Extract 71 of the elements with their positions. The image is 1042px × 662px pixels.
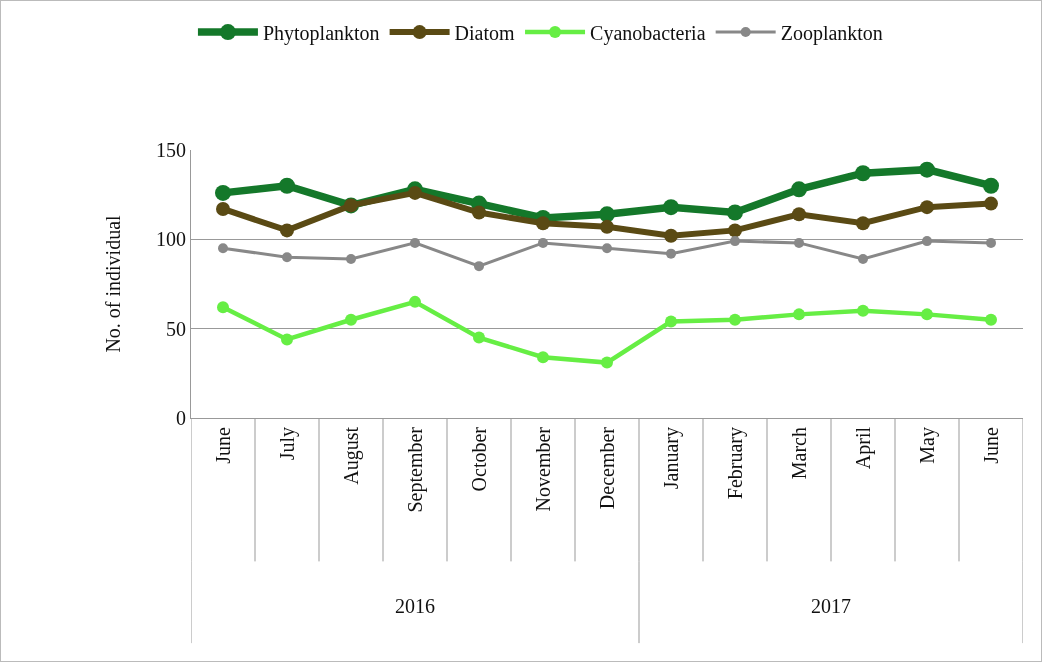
- point: [601, 356, 613, 369]
- legend-label: Phytoplankton: [262, 21, 380, 45]
- point: [281, 333, 293, 346]
- point: [409, 295, 421, 308]
- point: [345, 313, 357, 326]
- point: [408, 185, 422, 200]
- y-tick-label: 150: [156, 139, 186, 161]
- y-tick-label: 0: [176, 407, 186, 429]
- point: [474, 261, 484, 272]
- point: [602, 243, 612, 254]
- point: [279, 177, 295, 194]
- point: [666, 248, 676, 259]
- point: [280, 223, 294, 238]
- legend-label: Diatom: [454, 21, 516, 44]
- y-tick-label: 100: [156, 228, 186, 251]
- point: [472, 205, 486, 220]
- point: [665, 315, 677, 328]
- point: [730, 236, 740, 247]
- point: [920, 200, 934, 215]
- point: [984, 196, 998, 211]
- point: [728, 223, 742, 238]
- x-tick-label: November: [531, 426, 554, 512]
- x-tick-label: April: [851, 426, 875, 470]
- point: [218, 243, 228, 254]
- point: [919, 161, 935, 178]
- point: [793, 308, 805, 321]
- point: [858, 253, 868, 264]
- legend-label: Cyanobacteria: [590, 21, 706, 45]
- x-tick-label: June: [211, 426, 234, 464]
- x-tick-label: September: [403, 426, 427, 513]
- x-tick-label: August: [339, 426, 363, 485]
- point: [855, 165, 871, 182]
- x-tick-label: February: [723, 427, 747, 500]
- point: [473, 331, 485, 344]
- point: [986, 237, 996, 248]
- point: [346, 253, 356, 264]
- text: 2017: [811, 595, 851, 617]
- point: [856, 216, 870, 231]
- point: [857, 304, 869, 317]
- point: [727, 204, 743, 221]
- point: [729, 313, 741, 326]
- y-axis-title: No. of individual: [101, 214, 124, 353]
- point: [599, 206, 615, 223]
- point: [410, 237, 420, 248]
- point: [282, 252, 292, 263]
- point: [921, 308, 933, 321]
- x-tick-label: January: [659, 427, 683, 490]
- point: [217, 301, 229, 314]
- x-tick-label: June: [979, 426, 1002, 464]
- x-tick-label: May: [915, 427, 939, 464]
- x-tick-label: October: [467, 426, 490, 492]
- point: [663, 199, 679, 216]
- legend-label: Zooplankton: [780, 21, 883, 45]
- point: [600, 219, 614, 234]
- text: 2016: [395, 595, 435, 617]
- point: [664, 228, 678, 243]
- y-tick-label: 50: [166, 317, 186, 340]
- point: [985, 313, 997, 326]
- point: [791, 181, 807, 198]
- point: [792, 207, 806, 222]
- x-tick-label: December: [595, 426, 618, 510]
- point: [215, 184, 231, 201]
- point: [794, 237, 804, 248]
- point: [538, 237, 548, 248]
- point: [536, 216, 550, 231]
- point: [922, 236, 932, 247]
- x-tick-label: March: [787, 427, 810, 480]
- point: [983, 177, 999, 194]
- point: [216, 201, 230, 216]
- x-tick-label: July: [275, 427, 299, 461]
- point: [537, 351, 549, 364]
